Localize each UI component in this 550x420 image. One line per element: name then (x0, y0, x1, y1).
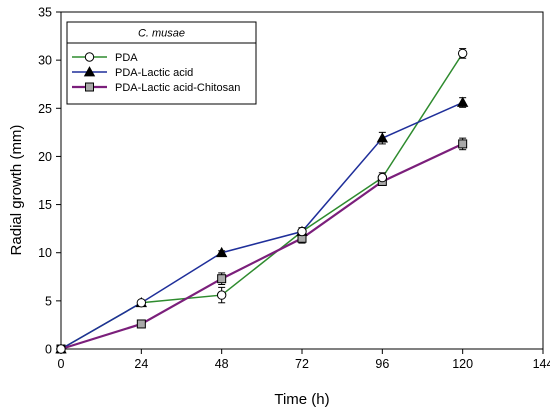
data-point-3 (217, 274, 227, 284)
x-tick-label: 96 (375, 357, 389, 371)
legend-label-2: PDA-Lactic acid (115, 67, 193, 79)
y-tick-label: 20 (38, 150, 52, 164)
data-point-2 (376, 132, 389, 143)
y-tick-label: 35 (38, 6, 52, 20)
y-axis-title: Radial growth (mm) (8, 125, 25, 256)
x-axis-title: Time (h) (274, 391, 329, 408)
data-point-3 (458, 139, 468, 149)
x-tick-label: 0 (58, 357, 65, 371)
series-line-3 (60, 142, 464, 351)
series-line-2 (60, 101, 463, 350)
tick-marks: 0 24 48 72 96 120 144 0 5 10 15 20 25 30 35 (38, 6, 550, 372)
y-tick-label: 0 (45, 343, 52, 357)
data-point-1 (216, 290, 227, 300)
x-tick-label: 120 (452, 357, 473, 371)
legend-title: C. musae (138, 28, 185, 40)
legend-marker-2 (83, 66, 96, 77)
y-tick-label: 30 (38, 54, 52, 68)
data-point-1 (136, 298, 147, 308)
data-markers (55, 48, 469, 354)
legend-box (66, 21, 257, 105)
data-point-3 (136, 319, 146, 329)
x-tick-label: 144 (533, 357, 550, 371)
legend-marker-3 (85, 82, 94, 92)
data-point-1 (377, 172, 388, 183)
data-point-1 (297, 226, 307, 237)
y-tick-label: 25 (38, 102, 52, 116)
series-lines (60, 52, 464, 351)
legend-marker-1 (84, 52, 95, 62)
data-point-2 (215, 246, 228, 258)
y-tick-label: 15 (38, 198, 52, 212)
data-point-1 (457, 48, 468, 59)
x-tick-label: 24 (134, 357, 148, 371)
y-tick-label: 10 (38, 246, 52, 260)
x-tick-label: 72 (295, 357, 309, 371)
data-point-1 (56, 344, 66, 354)
x-tick-label: 48 (215, 357, 229, 371)
legend-label-1: PDA (115, 52, 138, 64)
data-point-2 (456, 96, 469, 107)
legend-label-3: PDA-Lactic acid-Chitosan (115, 82, 240, 94)
y-tick-label: 5 (45, 294, 52, 308)
